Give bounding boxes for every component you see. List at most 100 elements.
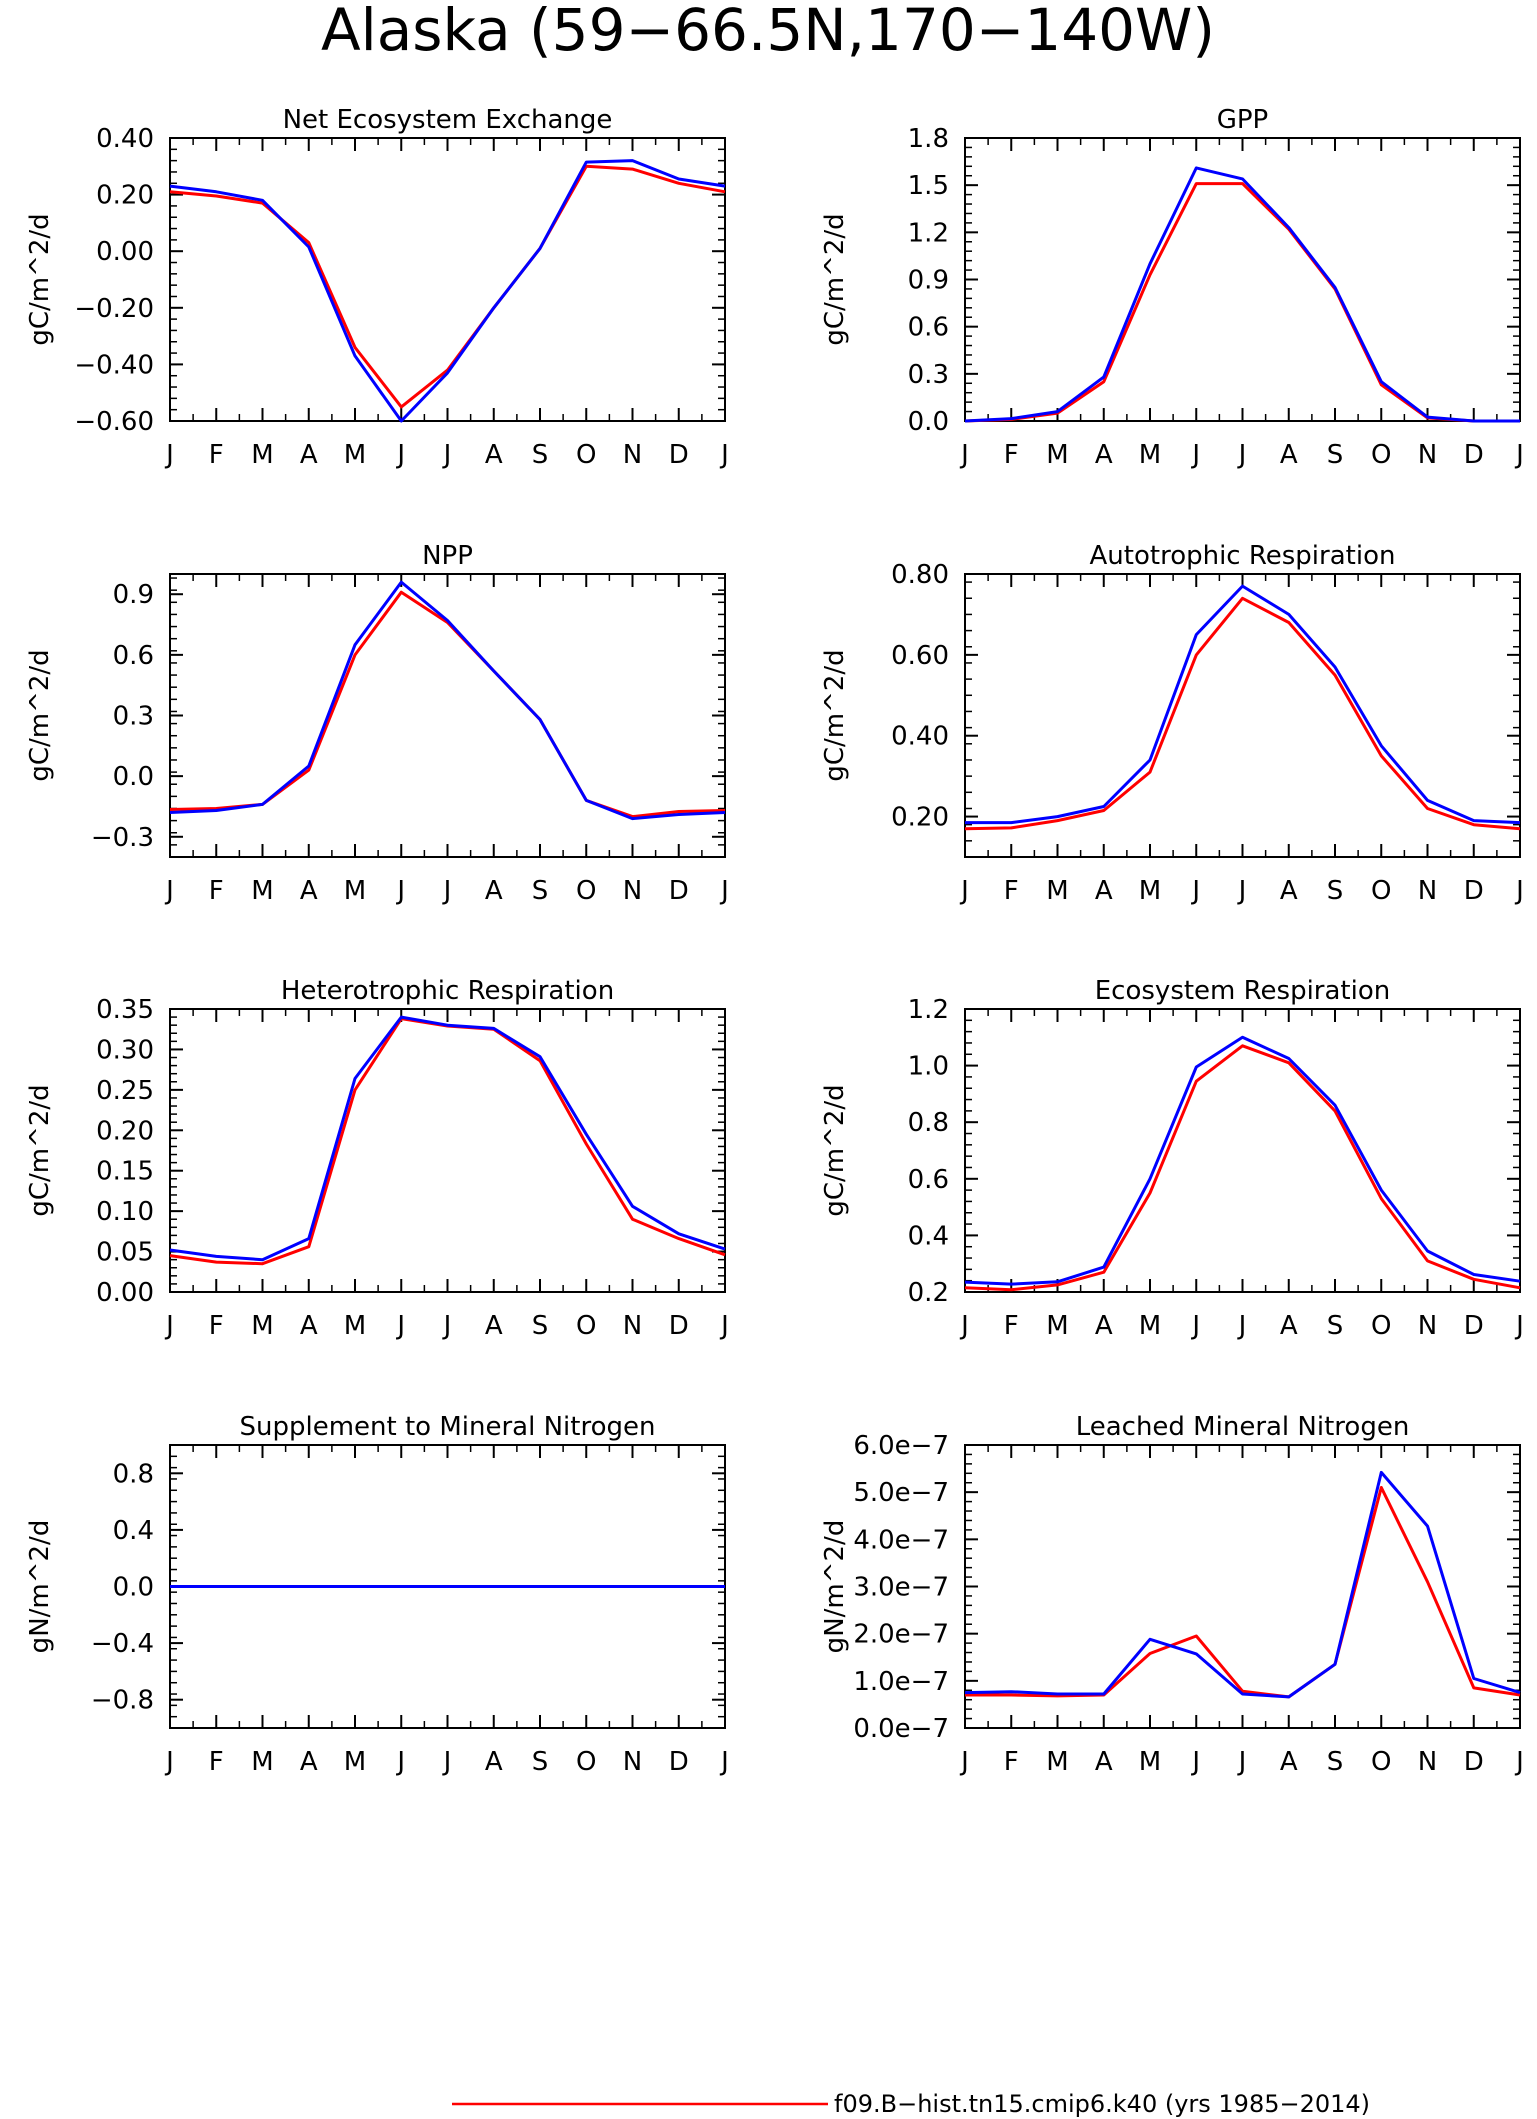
x-tick-label: J	[1237, 440, 1247, 470]
plot-frame	[964, 573, 1521, 858]
x-tick-label: J	[395, 440, 405, 470]
series-red-line	[965, 1486, 1521, 1699]
x-tick-label: A	[1280, 876, 1298, 906]
x-tick-label: F	[1004, 1747, 1019, 1777]
x-tick-label: S	[1327, 440, 1344, 470]
x-tick-label: J	[719, 440, 729, 470]
x-tick-label: F	[209, 1311, 224, 1341]
y-tick-label: 5.0e−7	[853, 1478, 949, 1508]
plot-frame	[169, 137, 726, 422]
y-tick-label: −0.60	[74, 407, 154, 437]
series-blue-line	[964, 1035, 1521, 1286]
x-tick-label: M	[251, 1311, 273, 1341]
x-tick-label: N	[623, 1311, 642, 1341]
x-tick-label: J	[719, 1747, 729, 1777]
y-tick-label: 0.6	[908, 1165, 949, 1195]
series-blue-line	[964, 166, 1520, 423]
y-tick-label: 0.0	[113, 1573, 154, 1603]
x-tick-label: J	[1514, 876, 1524, 906]
x-tick-label: J	[164, 440, 174, 470]
x-tick-label: J	[959, 1311, 969, 1341]
y-tick-label: 1.0	[908, 1052, 949, 1082]
x-tick-label: J	[442, 1747, 452, 1777]
x-tick-label: F	[1004, 1311, 1019, 1341]
y-tick-label: 0.6	[908, 313, 949, 343]
x-tick-label: A	[485, 1311, 503, 1341]
y-tick-label: 0.0	[908, 407, 949, 437]
y-tick-label: −0.40	[74, 350, 154, 380]
panel-title: Heterotrophic Respiration	[281, 976, 614, 1006]
x-tick-label: J	[164, 876, 174, 906]
y-axis-label: gC/m^2/d	[25, 1084, 55, 1216]
x-tick-label: N	[623, 1747, 642, 1777]
y-tick-label: 0.0	[113, 762, 154, 792]
x-tick-label: J	[164, 1747, 174, 1777]
panel-title: GPP	[1217, 105, 1269, 135]
x-tick-label: S	[532, 440, 549, 470]
y-tick-label: 0.20	[96, 181, 154, 211]
x-tick-label: D	[669, 440, 689, 470]
x-tick-label: N	[1418, 1311, 1437, 1341]
x-tick-label: A	[1095, 1747, 1113, 1777]
x-tick-label: M	[1139, 876, 1161, 906]
x-tick-label: M	[251, 876, 273, 906]
y-tick-label: 2.0e−7	[853, 1620, 949, 1650]
x-tick-label: A	[300, 876, 318, 906]
x-tick-label: S	[532, 876, 549, 906]
x-tick-label: J	[959, 876, 969, 906]
series-red-line	[964, 1044, 1521, 1292]
y-tick-label: 1.0e−7	[853, 1667, 949, 1697]
x-tick-label: O	[1371, 876, 1391, 906]
y-axis-label: gC/m^2/d	[25, 649, 55, 781]
x-tick-label: J	[1190, 440, 1200, 470]
y-tick-label: 0.15	[96, 1157, 154, 1187]
series-red-line	[964, 596, 1521, 831]
y-tick-label: 1.5	[908, 171, 949, 201]
y-tick-label: 0.00	[96, 237, 154, 267]
x-tick-label: J	[1237, 1311, 1247, 1341]
y-tick-label: −0.3	[91, 823, 154, 853]
x-tick-label: A	[1095, 876, 1113, 906]
panel-title: Ecosystem Respiration	[1095, 976, 1390, 1006]
x-tick-label: A	[1280, 1311, 1298, 1341]
y-tick-label: 0.35	[96, 995, 154, 1025]
x-tick-label: M	[1046, 876, 1068, 906]
x-tick-label: M	[1139, 1311, 1161, 1341]
y-tick-label: 0.30	[96, 1035, 154, 1065]
x-tick-label: J	[1514, 1311, 1524, 1341]
x-tick-label: N	[1418, 876, 1437, 906]
y-tick-label: 0.4	[908, 1221, 949, 1251]
y-tick-label: 0.20	[891, 803, 949, 833]
x-tick-label: M	[344, 1747, 366, 1777]
y-axis-label: gC/m^2/d	[820, 213, 850, 345]
x-tick-label: F	[209, 1747, 224, 1777]
x-tick-label: F	[1004, 440, 1019, 470]
x-tick-label: F	[209, 440, 224, 470]
y-tick-label: 0.2	[908, 1278, 949, 1308]
y-axis-label: gN/m^2/d	[820, 1520, 850, 1654]
panel-supplement-to-mineral-nitrogen: Supplement to Mineral Nitrogen gN/m^2/d J F…	[25, 1412, 729, 1777]
x-tick-label: N	[623, 876, 642, 906]
y-tick-label: 0.05	[96, 1238, 154, 1268]
y-tick-label: 0.3	[908, 360, 949, 390]
plot-frame	[964, 1444, 1521, 1729]
x-tick-label: J	[1190, 1747, 1200, 1777]
y-tick-label: 1.2	[908, 995, 949, 1025]
y-axis-label: gC/m^2/d	[820, 1084, 850, 1216]
x-tick-label: J	[395, 1311, 405, 1341]
y-tick-label: 0.8	[113, 1459, 154, 1489]
x-tick-label: J	[959, 1747, 969, 1777]
x-tick-label: O	[1371, 1311, 1391, 1341]
x-tick-label: J	[719, 1311, 729, 1341]
series-red-line	[169, 590, 726, 819]
x-tick-label: N	[623, 440, 642, 470]
x-tick-label: O	[576, 1747, 596, 1777]
y-tick-label: 1.2	[908, 218, 949, 248]
x-tick-label: A	[485, 876, 503, 906]
x-tick-label: J	[1237, 1747, 1247, 1777]
x-tick-label: A	[485, 1747, 503, 1777]
panel-title: NPP	[422, 541, 473, 571]
x-tick-label: D	[669, 1747, 689, 1777]
x-tick-label: A	[485, 440, 503, 470]
